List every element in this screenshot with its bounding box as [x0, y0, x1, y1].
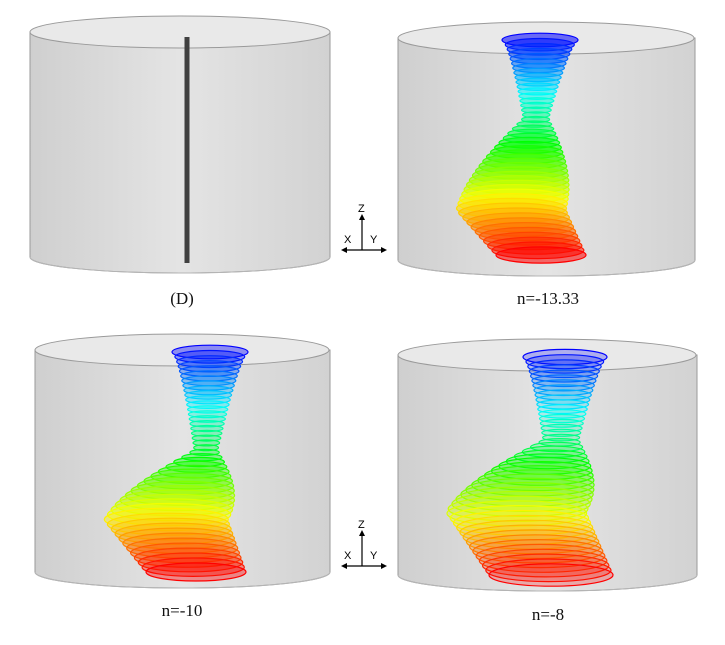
vortex-ring	[171, 344, 249, 360]
y-axis-label: Y	[370, 234, 378, 246]
z-axis-label: Z	[358, 203, 365, 215]
axis-triad-icon: Z X Y	[338, 204, 388, 254]
panel-caption: n=-8	[531, 605, 565, 624]
vortex-ring	[531, 374, 597, 388]
vortex-ring	[537, 404, 588, 415]
panel-caption: n=-10	[161, 601, 203, 620]
vortex-isosurface	[446, 348, 614, 587]
vortex-ring	[525, 354, 605, 370]
vortex-ring	[106, 512, 230, 536]
vortex-ring	[190, 429, 223, 437]
vortex-ring	[495, 246, 587, 264]
vortex-ring	[191, 434, 222, 442]
vortex-ring	[141, 557, 245, 577]
vortex-ring	[137, 552, 244, 573]
z-axis-label: Z	[358, 519, 365, 531]
cylinder-panel-2	[34, 333, 331, 589]
cylinder-panel-1	[397, 21, 696, 277]
vortex-ring	[488, 563, 614, 587]
vortex-ring	[538, 413, 586, 424]
vortex-ring	[527, 359, 602, 374]
vortex-ring	[190, 424, 224, 433]
panel-caption: n=-13.33	[517, 289, 579, 308]
vortex-ring	[529, 441, 584, 453]
vortex-ring	[192, 439, 221, 447]
vortex-ring	[173, 456, 226, 468]
vortex-ring	[529, 369, 599, 383]
vortex-ring	[176, 355, 244, 369]
vortex-ring	[103, 507, 229, 532]
panel-caption: (D)	[170, 289, 194, 308]
y-axis-label: Y	[370, 550, 378, 562]
vortex-isosurface	[103, 344, 249, 582]
vortex-ring	[145, 562, 247, 582]
x-axis-label: X	[344, 234, 352, 246]
cylinder-panel-3	[397, 338, 698, 592]
axis-triad-icon: Z X Y	[338, 520, 388, 570]
vortex-ring	[174, 349, 246, 364]
x-axis-label: X	[344, 550, 352, 562]
cylinder-panel-rod	[29, 15, 331, 274]
vortex-ring	[538, 409, 587, 419]
vortex-ring	[528, 364, 600, 379]
vortex-isosurface	[455, 32, 587, 264]
vortex-ring	[184, 390, 233, 400]
